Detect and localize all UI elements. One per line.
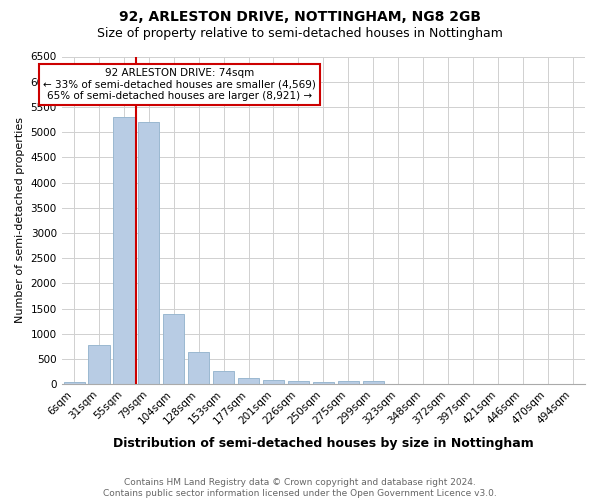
- Bar: [64, 382, 85, 384]
- Bar: [313, 382, 334, 384]
- Text: 92, ARLESTON DRIVE, NOTTINGHAM, NG8 2GB: 92, ARLESTON DRIVE, NOTTINGHAM, NG8 2GB: [119, 10, 481, 24]
- Bar: [362, 380, 384, 384]
- Bar: [238, 378, 259, 384]
- Y-axis label: Number of semi-detached properties: Number of semi-detached properties: [15, 118, 25, 324]
- Bar: [338, 382, 359, 384]
- Bar: [138, 122, 160, 384]
- Bar: [288, 381, 309, 384]
- X-axis label: Distribution of semi-detached houses by size in Nottingham: Distribution of semi-detached houses by …: [113, 437, 534, 450]
- Text: Contains HM Land Registry data © Crown copyright and database right 2024.
Contai: Contains HM Land Registry data © Crown c…: [103, 478, 497, 498]
- Bar: [163, 314, 184, 384]
- Text: 92 ARLESTON DRIVE: 74sqm
← 33% of semi-detached houses are smaller (4,569)
65% o: 92 ARLESTON DRIVE: 74sqm ← 33% of semi-d…: [43, 68, 316, 101]
- Bar: [188, 352, 209, 384]
- Bar: [113, 117, 134, 384]
- Bar: [263, 380, 284, 384]
- Text: Size of property relative to semi-detached houses in Nottingham: Size of property relative to semi-detach…: [97, 28, 503, 40]
- Bar: [213, 371, 234, 384]
- Bar: [88, 345, 110, 384]
